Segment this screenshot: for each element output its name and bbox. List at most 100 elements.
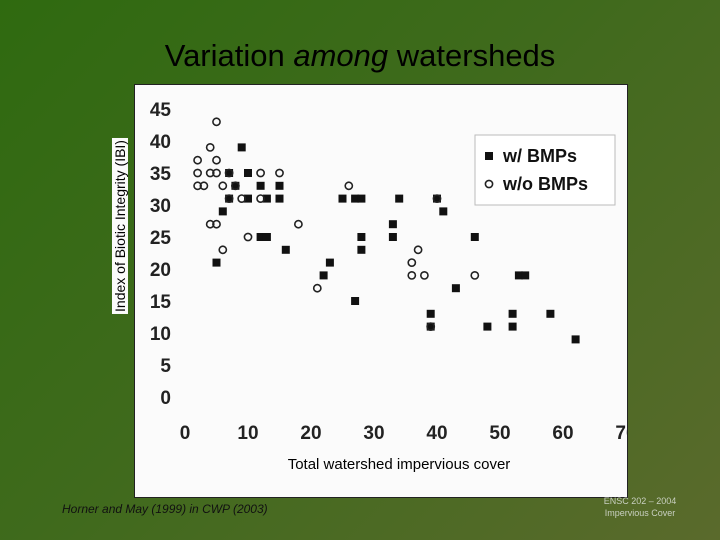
y-axis-label: Index of Biotic Integrity (IBI) (112, 138, 128, 314)
citation: Horner and May (1999) in CWP (2003) (62, 502, 268, 516)
point-with-bmps (225, 194, 234, 203)
x-axis-label: Total watershed impervious cover (287, 456, 511, 473)
figure-panel: 0 5 10 15 20 25 30 35 40 45 0 10 20 30 40 50 60 70 w/ BMPs… (134, 84, 628, 498)
point-without-bmps (426, 322, 436, 331)
point-with-bmps (351, 194, 360, 203)
point-with-bmps (275, 194, 284, 203)
point-with-bmps (262, 194, 271, 203)
point-without-bmps (237, 194, 247, 203)
point-with-bmps (225, 169, 234, 177)
point-with-bmps (426, 309, 435, 318)
point-with-bmps (281, 245, 290, 254)
point-with-bmps (571, 335, 580, 344)
y-tick-label: 45 (150, 100, 172, 121)
x-tick-label: 0 (180, 423, 191, 444)
y-tick-label: 5 (160, 356, 171, 377)
point-with-bmps (483, 322, 492, 331)
point-without-bmps (205, 219, 215, 229)
point-without-bmps (205, 143, 215, 152)
legend-marker-without-bmps (484, 179, 494, 189)
y-tick-label: 10 (150, 324, 171, 345)
x-tick-label: 70 (615, 423, 627, 444)
y-tick-label: 15 (150, 292, 172, 313)
point-without-bmps (212, 168, 221, 178)
point-without-bmps (407, 258, 417, 267)
point-without-bmps (224, 194, 234, 203)
y-tick-label: 25 (150, 228, 172, 249)
point-with-bmps (262, 233, 271, 241)
x-tick-label: 50 (489, 423, 510, 444)
x-tick-label: 40 (426, 423, 447, 444)
point-with-bmps (338, 194, 347, 203)
y-axis-label-container: Index of Biotic Integrity (IBI) (106, 84, 134, 368)
legend-label: w/o BMPs (502, 174, 588, 194)
point-without-bmps (256, 168, 265, 178)
point-with-bmps (433, 194, 441, 203)
point-without-bmps (432, 194, 442, 203)
point-with-bmps (470, 233, 479, 241)
point-without-bmps (212, 117, 221, 127)
point-with-bmps (244, 194, 252, 203)
point-with-bmps (508, 322, 517, 331)
point-with-bmps (275, 181, 284, 190)
point-without-bmps (256, 194, 265, 203)
point-without-bmps (419, 270, 429, 280)
point-with-bmps (357, 194, 366, 203)
point-without-bmps (470, 270, 480, 280)
point-with-bmps (351, 297, 360, 305)
point-without-bmps (218, 245, 228, 255)
slide-title: Variation among watersheds (0, 38, 720, 74)
legend-label: w/ BMPs (502, 146, 577, 166)
point-with-bmps (514, 271, 523, 280)
point-with-bmps (546, 309, 555, 318)
slide-title-emphasis: among (293, 38, 389, 73)
point-with-bmps (357, 233, 366, 241)
x-tick-label: 30 (363, 423, 384, 444)
point-with-bmps (256, 181, 265, 190)
point-without-bmps (212, 219, 221, 229)
point-without-bmps (193, 168, 202, 178)
course-note-line1: ENSC 202 – 2004 (603, 496, 677, 506)
point-without-bmps (218, 181, 228, 191)
point-without-bmps (193, 155, 202, 165)
point-with-bmps (319, 271, 328, 280)
point-without-bmps (312, 283, 322, 293)
point-with-bmps (439, 207, 448, 216)
y-tick-label: 40 (150, 132, 171, 153)
course-note-line2: Impervious Cover (604, 508, 676, 518)
slide-title-rest: watersheds (388, 38, 556, 73)
point-with-bmps (388, 220, 397, 229)
point-with-bmps (256, 233, 265, 241)
point-with-bmps (451, 284, 460, 293)
point-without-bmps (199, 181, 209, 191)
point-without-bmps (205, 168, 215, 178)
point-with-bmps (218, 207, 227, 216)
point-with-bmps (325, 258, 334, 267)
point-without-bmps (243, 232, 253, 242)
course-note: ENSC 202 – 2004 Impervious Cover (590, 495, 690, 519)
x-tick-label: 60 (552, 423, 573, 444)
y-tick-label: 30 (150, 196, 171, 217)
slide-title-plain: Variation (164, 38, 294, 73)
point-without-bmps (344, 181, 354, 191)
point-without-bmps (413, 245, 423, 255)
point-without-bmps (212, 155, 221, 165)
point-without-bmps (231, 181, 240, 191)
point-with-bmps (521, 271, 530, 280)
point-with-bmps (237, 143, 246, 152)
point-with-bmps (388, 233, 397, 241)
point-with-bmps (357, 245, 366, 254)
point-without-bmps (275, 168, 284, 178)
x-tick-label: 20 (300, 423, 321, 444)
point-with-bmps (508, 309, 517, 318)
point-with-bmps (244, 169, 252, 177)
y-tick-label: 20 (150, 260, 171, 281)
point-without-bmps (407, 270, 417, 280)
y-tick-label: 35 (150, 164, 172, 185)
point-without-bmps (193, 181, 202, 191)
x-tick-label: 10 (237, 423, 258, 444)
y-tick-label: 0 (160, 388, 171, 409)
legend-box (474, 134, 616, 206)
point-with-bmps (231, 181, 240, 190)
point-with-bmps (212, 258, 221, 267)
